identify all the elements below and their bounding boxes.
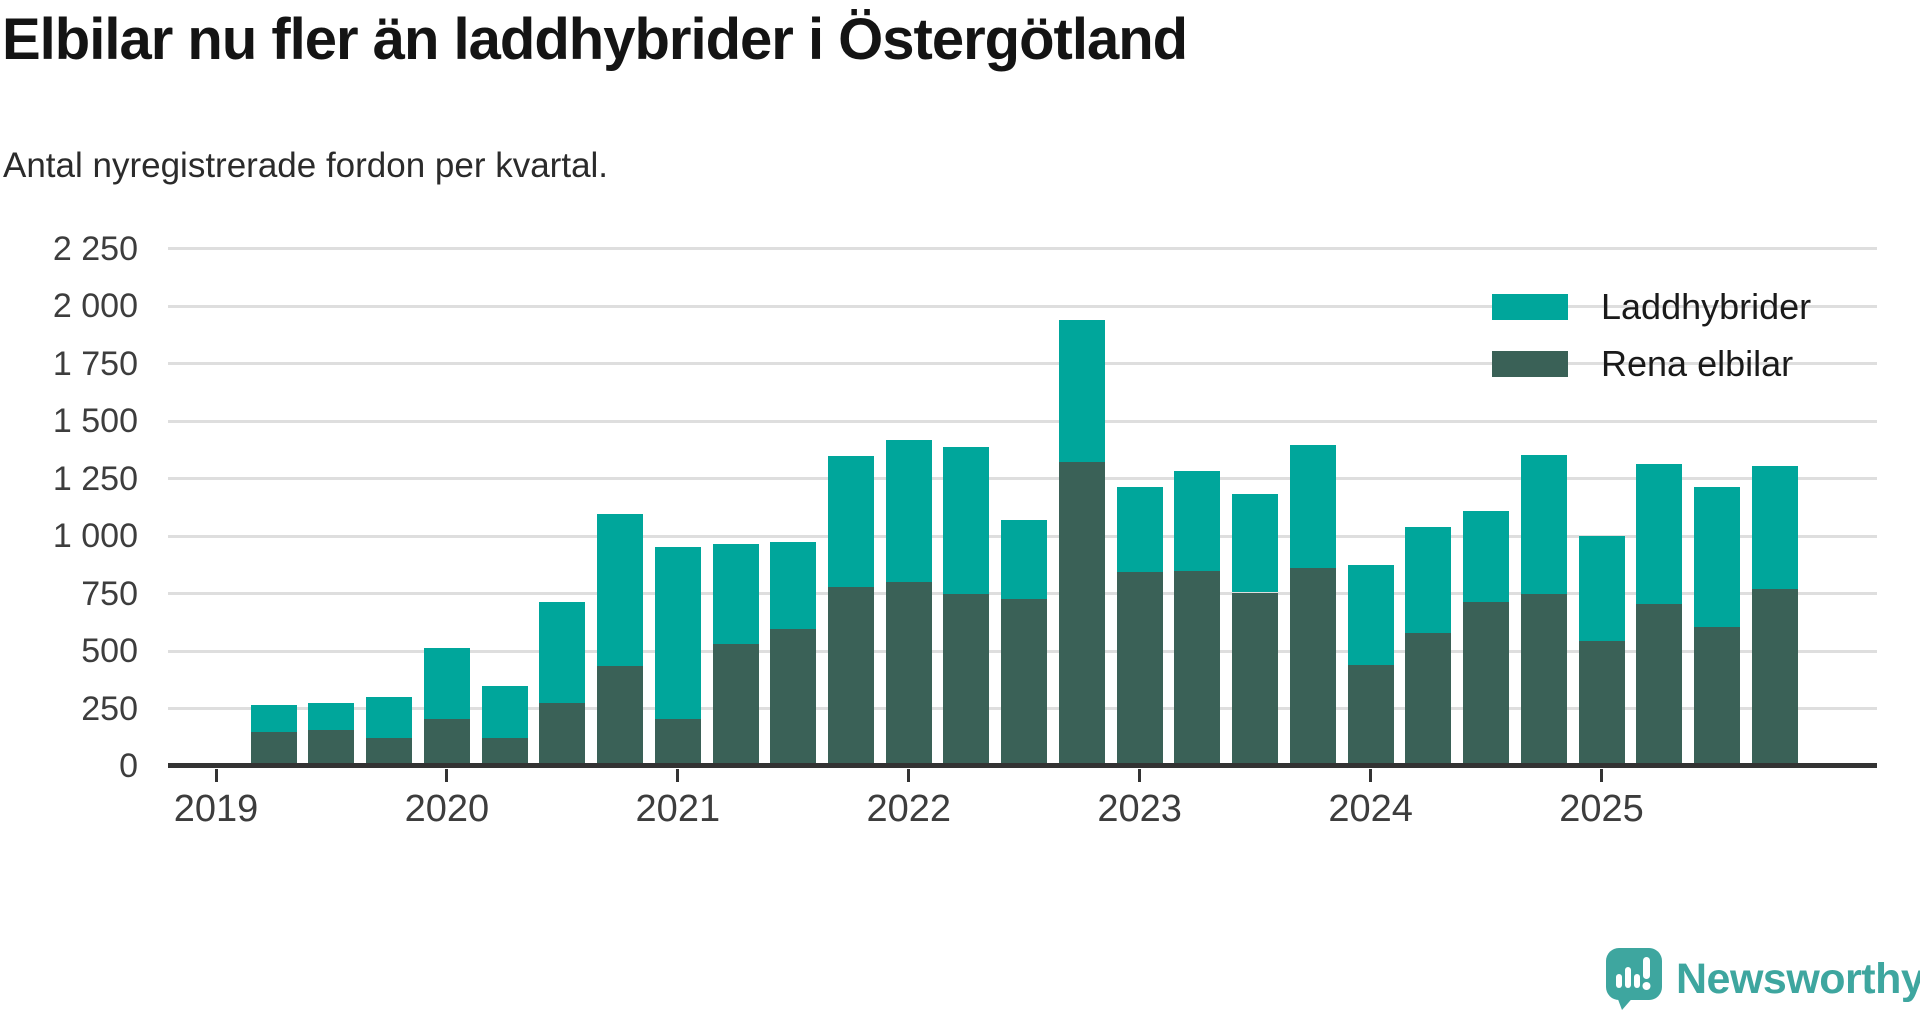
- x-axis-tick: [445, 769, 449, 782]
- y-axis-tick-label: 1 000: [52, 517, 138, 556]
- y-axis-tick-label: 1 750: [52, 344, 138, 383]
- bar-segment-laddhybrider-2020Q3: [539, 601, 586, 703]
- x-axis-year-label: 2021: [635, 788, 721, 830]
- chart-title: Elbilar nu fler än laddhybrider i Österg…: [2, 7, 1188, 72]
- y-gridline: [168, 477, 1877, 481]
- bar-segment-rena-elbilar-2021Q3: [770, 629, 817, 766]
- y-axis-tick-label: 250: [81, 689, 138, 728]
- bar-segment-rena-elbilar-2025Q4: [1751, 589, 1798, 766]
- bar-segment-rena-elbilar-2023Q3: [1232, 592, 1279, 766]
- y-axis-tick-label: 1 250: [52, 459, 138, 498]
- y-axis-tick-label: 1 500: [52, 402, 138, 441]
- x-axis-year-label: 2024: [1328, 788, 1413, 830]
- newsworthy-speech-bubble-icon: [1606, 948, 1662, 1010]
- chart-subtitle: Antal nyregistrerade fordon per kvartal.: [3, 146, 609, 185]
- legend-label-rena-elbilar: Rena elbilar: [1601, 343, 1794, 384]
- y-gridline: [168, 362, 1877, 366]
- newsworthy-wordmark: Newsworthy: [1676, 955, 1920, 1003]
- bar-segment-laddhybrider-2024Q2: [1405, 527, 1452, 633]
- y-gridline: [168, 304, 1877, 308]
- bar-segment-laddhybrider-2019Q3: [308, 702, 355, 731]
- newsworthy-logo: Newsworthy: [1606, 948, 1920, 1010]
- bar-segment-laddhybrider-2023Q2: [1174, 470, 1221, 571]
- bar-segment-rena-elbilar-2023Q2: [1174, 570, 1221, 766]
- x-axis-year-label: 2019: [173, 788, 259, 830]
- y-axis-tick-label: 2 250: [52, 229, 138, 268]
- bar-segment-rena-elbilar-2024Q2: [1405, 632, 1452, 766]
- bar-segment-laddhybrider-2022Q2: [943, 446, 990, 594]
- bar-segment-rena-elbilar-2022Q2: [943, 593, 990, 766]
- bar-segment-rena-elbilar-2021Q4: [828, 586, 875, 766]
- bar-segment-laddhybrider-2020Q4: [597, 514, 644, 667]
- bar-segment-rena-elbilar-2024Q3: [1463, 601, 1510, 766]
- bar-segment-rena-elbilar-2023Q1: [1116, 571, 1163, 766]
- bar-segment-laddhybrider-2021Q2: [712, 544, 759, 645]
- x-axis-tick: [1369, 769, 1373, 782]
- bar-segment-rena-elbilar-2020Q3: [539, 702, 586, 766]
- y-axis-tick-label: 750: [81, 574, 138, 613]
- legend-swatch-laddhybrider-icon: [1492, 294, 1568, 320]
- bar-segment-rena-elbilar-2020Q2: [481, 738, 528, 766]
- x-axis-year-label: 2023: [1097, 788, 1182, 830]
- bar-segment-laddhybrider-2024Q4: [1520, 454, 1567, 594]
- bar-segment-laddhybrider-2025Q2: [1636, 463, 1683, 604]
- bar-segment-rena-elbilar-2022Q4: [1058, 461, 1105, 766]
- legend-swatch-rena-elbilar-icon: [1492, 351, 1568, 377]
- bar-segment-rena-elbilar-2025Q1: [1578, 640, 1625, 766]
- legend-label-laddhybrider: Laddhybrider: [1601, 286, 1812, 327]
- x-axis-year-label: 2025: [1559, 788, 1644, 830]
- bar-segment-rena-elbilar-2020Q4: [597, 666, 644, 766]
- y-gridline: [168, 247, 1877, 251]
- bar-segment-rena-elbilar-2021Q2: [712, 644, 759, 766]
- y-axis-tick-label: 500: [81, 632, 138, 671]
- bar-segment-laddhybrider-2021Q1: [654, 546, 701, 719]
- bar-segment-laddhybrider-2023Q4: [1289, 445, 1336, 569]
- bar-segment-rena-elbilar-2019Q4: [366, 738, 413, 766]
- legend-item-laddhybrider: Laddhybrider: [1492, 289, 1811, 325]
- bar-segment-rena-elbilar-2024Q4: [1520, 593, 1567, 766]
- bar-segment-laddhybrider-2023Q1: [1116, 486, 1163, 572]
- bar-segment-laddhybrider-2024Q3: [1463, 510, 1510, 602]
- bar-segment-laddhybrider-2025Q1: [1578, 536, 1625, 641]
- bar-segment-laddhybrider-2025Q4: [1751, 466, 1798, 590]
- x-axis-tick: [1138, 769, 1142, 782]
- bar-segment-laddhybrider-2024Q1: [1347, 564, 1394, 665]
- bar-segment-laddhybrider-2022Q1: [885, 439, 932, 583]
- bar-segment-rena-elbilar-2024Q1: [1347, 664, 1394, 766]
- bar-segment-rena-elbilar-2022Q3: [1001, 599, 1048, 766]
- y-axis-tick-label: 0: [119, 747, 138, 785]
- legend-item-rena-elbilar: Rena elbilar: [1492, 346, 1793, 382]
- bar-segment-rena-elbilar-2022Q1: [885, 582, 932, 766]
- bar-segment-laddhybrider-2019Q2: [250, 705, 297, 732]
- x-axis-tick: [676, 769, 680, 782]
- bar-segment-rena-elbilar-2021Q1: [654, 718, 701, 766]
- bar-segment-laddhybrider-2020Q1: [423, 647, 470, 719]
- bar-segment-rena-elbilar-2019Q2: [250, 731, 297, 766]
- bar-segment-laddhybrider-2022Q3: [1001, 520, 1048, 600]
- bar-segment-rena-elbilar-2025Q3: [1693, 626, 1740, 766]
- bar-segment-laddhybrider-2022Q4: [1058, 320, 1105, 462]
- x-axis-year-label: 2022: [866, 788, 952, 830]
- bar-segment-rena-elbilar-2019Q3: [308, 730, 355, 766]
- x-axis-year-label: 2020: [404, 788, 490, 830]
- y-axis-tick-label: 2 000: [52, 287, 138, 326]
- x-axis-tick: [1600, 769, 1604, 782]
- bar-segment-rena-elbilar-2020Q1: [423, 718, 470, 766]
- bar-segment-rena-elbilar-2025Q2: [1636, 603, 1683, 766]
- bar-segment-laddhybrider-2021Q4: [828, 455, 875, 587]
- x-axis-line: [168, 763, 1877, 768]
- x-axis-tick: [214, 769, 218, 782]
- x-axis-tick: [907, 769, 911, 782]
- bar-segment-laddhybrider-2020Q2: [481, 685, 528, 739]
- bar-segment-laddhybrider-2021Q3: [770, 541, 817, 630]
- bar-segment-laddhybrider-2019Q4: [366, 697, 413, 739]
- y-gridline: [168, 419, 1877, 423]
- bar-segment-rena-elbilar-2023Q4: [1289, 568, 1336, 766]
- bar-segment-laddhybrider-2025Q3: [1693, 486, 1740, 627]
- bar-segment-laddhybrider-2023Q3: [1232, 493, 1279, 593]
